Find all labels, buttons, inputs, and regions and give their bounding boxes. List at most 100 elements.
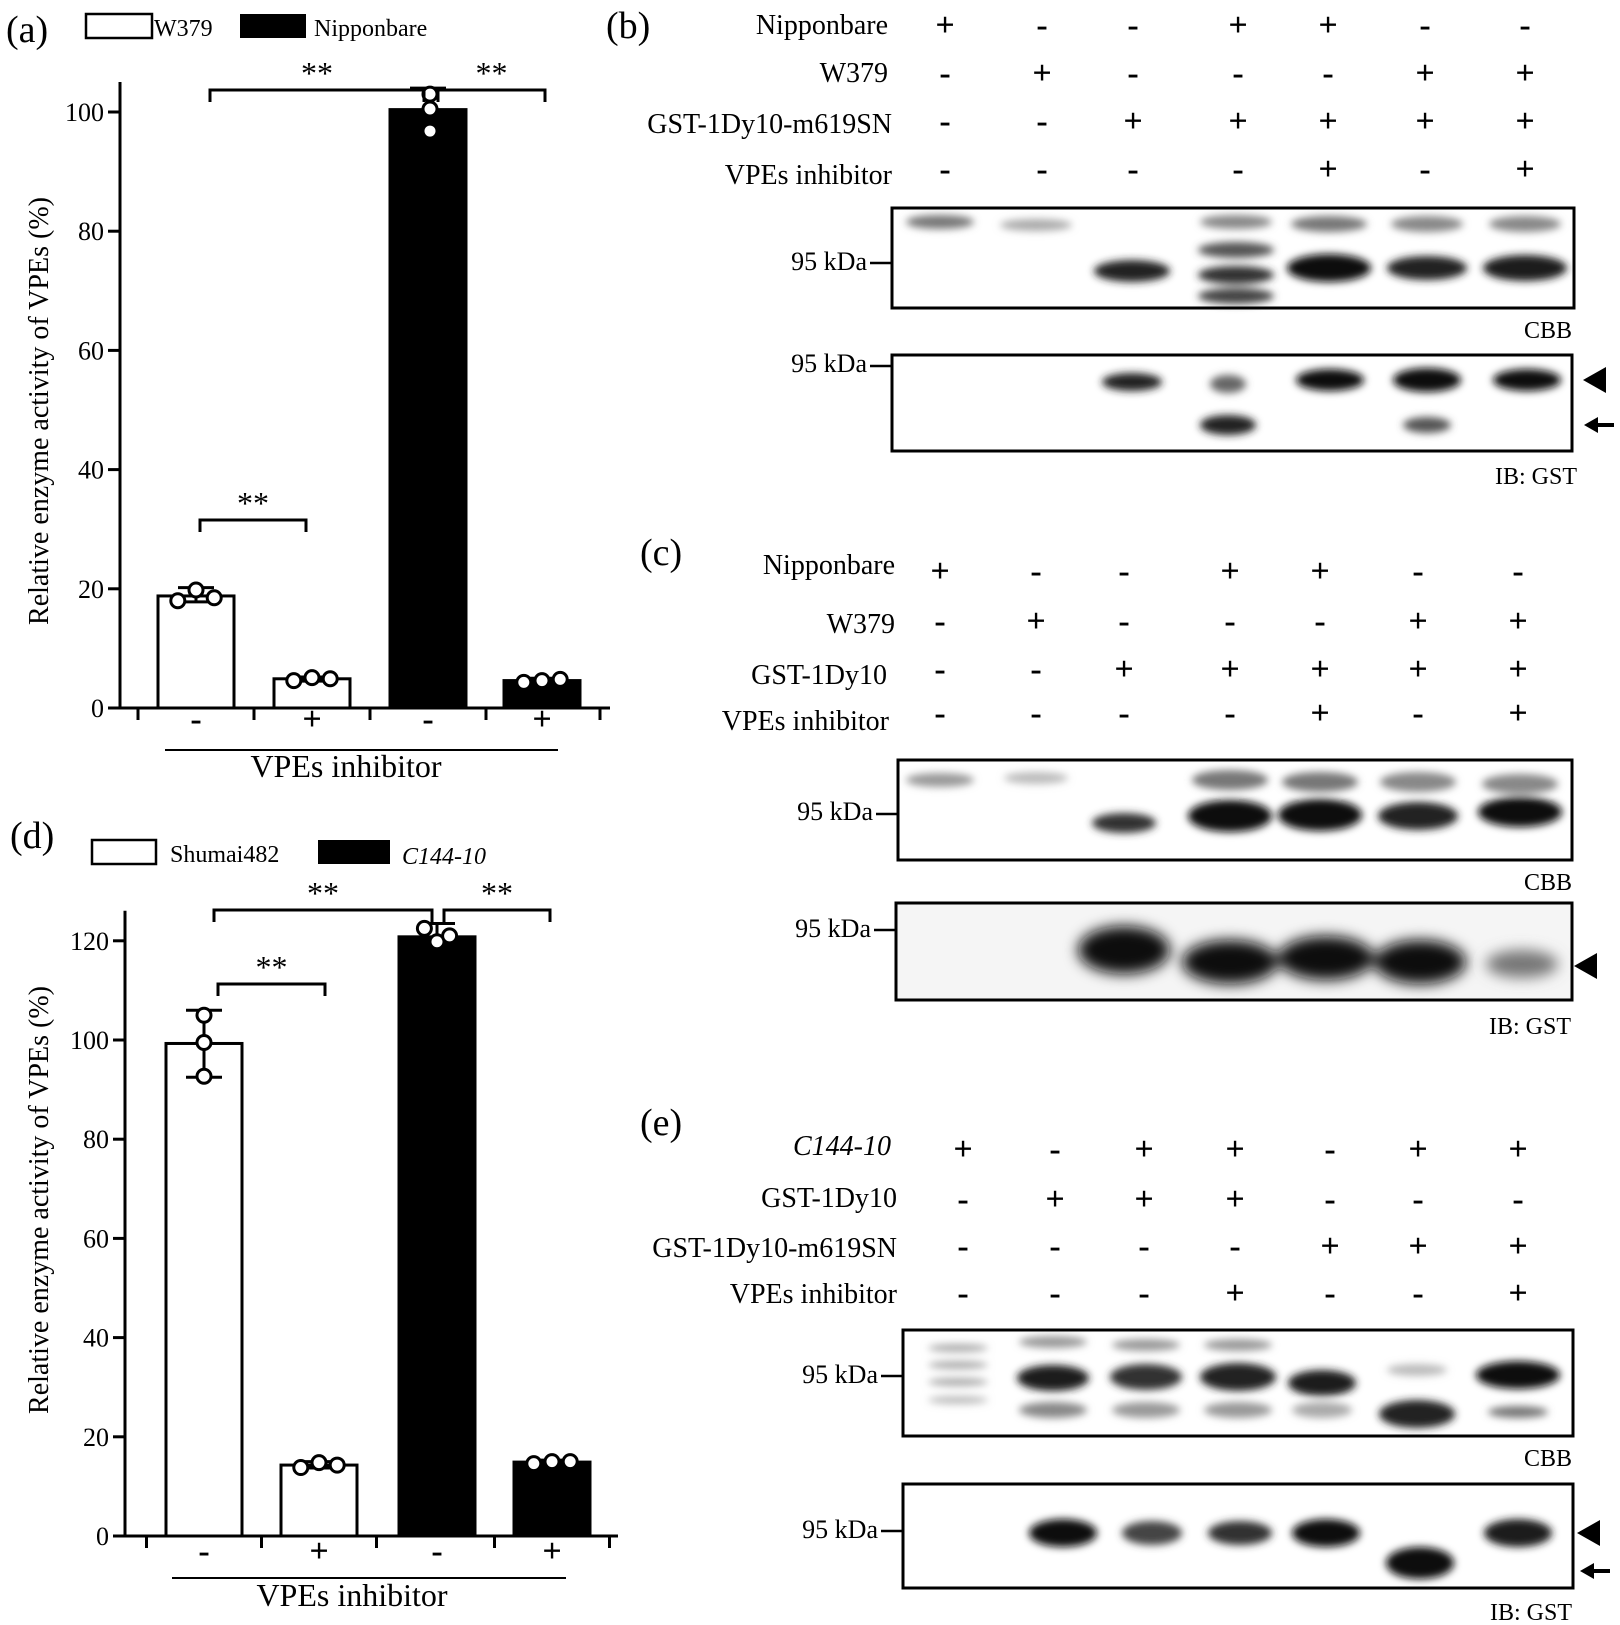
data-point xyxy=(321,670,339,688)
legend-label: W379 xyxy=(154,16,213,42)
condition-sign: - xyxy=(1512,1181,1523,1218)
data-point xyxy=(525,1455,543,1473)
condition-sign: + xyxy=(1032,55,1051,92)
condition-sign: + xyxy=(1228,7,1247,44)
gel-caption: CBB xyxy=(1524,1446,1572,1472)
marker-label: 95 kDa xyxy=(795,914,871,943)
blot-panel-c: Nipponbare W379 GST-1Dy10 VPEs inhibitor… xyxy=(722,550,1597,1040)
panel-label-c: (c) xyxy=(640,532,682,574)
x-axis-label: VPEs inhibitor xyxy=(256,1577,447,1613)
y-tick-label: 0 xyxy=(96,1522,109,1551)
marker-label: 95 kDa xyxy=(802,1515,878,1544)
condition-sign: - xyxy=(1412,1275,1423,1312)
significance-label: ** xyxy=(481,875,513,911)
condition-label: GST-1Dy10 xyxy=(761,1183,897,1214)
condition-sign: + xyxy=(1415,55,1434,92)
legend-swatch-open xyxy=(90,838,158,866)
condition-sign: - xyxy=(939,55,950,92)
significance-bracket xyxy=(208,88,426,102)
condition-sign: - xyxy=(1512,553,1523,590)
bar xyxy=(397,935,477,1538)
data-point xyxy=(561,1453,579,1471)
condition-sign: - xyxy=(1232,55,1243,92)
condition-sign: + xyxy=(1134,1181,1153,1218)
condition-sign: - xyxy=(1232,151,1243,188)
gel-bands xyxy=(1078,926,1558,984)
legend-swatch-open xyxy=(84,12,154,40)
data-point xyxy=(328,1456,346,1474)
condition-sign: - xyxy=(1036,103,1047,140)
gel-background xyxy=(892,355,1572,451)
gel-frame xyxy=(894,901,1574,1002)
condition-label: GST-1Dy10-m619SN xyxy=(647,109,892,140)
x-tick-label: - xyxy=(431,1533,442,1570)
significance-label: ** xyxy=(307,875,339,911)
condition-sign: - xyxy=(1412,695,1423,732)
arrowhead-icon xyxy=(1577,1520,1600,1546)
data-point xyxy=(195,1006,213,1024)
significance-label: ** xyxy=(301,55,333,91)
x-tick-label: + xyxy=(309,1533,328,1570)
gel-bands xyxy=(928,1336,1560,1428)
data-point xyxy=(551,670,569,688)
data-point xyxy=(285,672,303,690)
x-tick-label: + xyxy=(542,1533,561,1570)
condition-sign: + xyxy=(1134,1131,1153,1168)
condition-sign: + xyxy=(1508,1275,1527,1312)
significance-label: ** xyxy=(237,485,269,521)
condition-sign: + xyxy=(1408,1228,1427,1265)
condition-sign: - xyxy=(1314,603,1325,640)
condition-sign: + xyxy=(1045,1181,1064,1218)
condition-label: Nipponbare xyxy=(763,550,895,581)
condition-sign: - xyxy=(939,103,950,140)
condition-sign: - xyxy=(1030,695,1041,732)
condition-sign: + xyxy=(1508,1131,1527,1168)
gel-frame xyxy=(901,1482,1575,1590)
condition-sign: - xyxy=(934,651,945,688)
condition-sign: - xyxy=(1127,55,1138,92)
condition-sign: + xyxy=(1225,1181,1244,1218)
legend-label: Shumai482 xyxy=(170,842,279,868)
condition-sign: + xyxy=(1508,603,1527,640)
condition-sign: - xyxy=(934,695,945,732)
condition-sign: - xyxy=(1138,1228,1149,1265)
condition-sign: - xyxy=(934,603,945,640)
x-tick-label: + xyxy=(532,701,551,738)
bar-chart-a: W379 Nipponbare Relative enzyme activity… xyxy=(24,12,610,784)
condition-sign: + xyxy=(1318,7,1337,44)
condition-sign: + xyxy=(1318,151,1337,188)
data-point xyxy=(415,919,433,937)
arrowhead-icon xyxy=(1583,367,1606,393)
gel-caption: CBB xyxy=(1524,870,1572,896)
gel-frame xyxy=(896,758,1574,862)
legend-swatch-solid xyxy=(318,840,390,864)
significance-bracket xyxy=(198,518,308,532)
condition-sign: - xyxy=(1412,1181,1423,1218)
condition-sign: - xyxy=(1324,1275,1335,1312)
significance-label: ** xyxy=(476,55,508,91)
condition-sign: - xyxy=(1127,151,1138,188)
x-tick-label: - xyxy=(198,1533,209,1570)
gel-bands xyxy=(1029,1519,1552,1579)
condition-sign: + xyxy=(1114,651,1133,688)
y-tick-label: 60 xyxy=(83,1224,109,1253)
condition-sign: - xyxy=(1030,651,1041,688)
condition-sign: + xyxy=(1415,103,1434,140)
condition-sign: + xyxy=(1220,553,1239,590)
y-tick-label: 80 xyxy=(78,217,104,246)
condition-sign: + xyxy=(1508,1228,1527,1265)
condition-sign: + xyxy=(930,553,949,590)
x-tick-label: + xyxy=(302,701,321,738)
condition-sign: + xyxy=(1228,103,1247,140)
legend-label: C144-10 xyxy=(402,844,486,870)
condition-sign: - xyxy=(1322,55,1333,92)
y-tick-label: 0 xyxy=(91,694,104,723)
gel-caption: IB: GST xyxy=(1495,464,1577,490)
bar xyxy=(156,594,236,710)
y-tick-label: 100 xyxy=(65,98,104,127)
condition-label: VPEs inhibitor xyxy=(722,706,890,737)
panel-label-a: (a) xyxy=(6,9,48,51)
legend-swatch-solid xyxy=(240,14,306,38)
condition-sign: + xyxy=(1508,651,1527,688)
